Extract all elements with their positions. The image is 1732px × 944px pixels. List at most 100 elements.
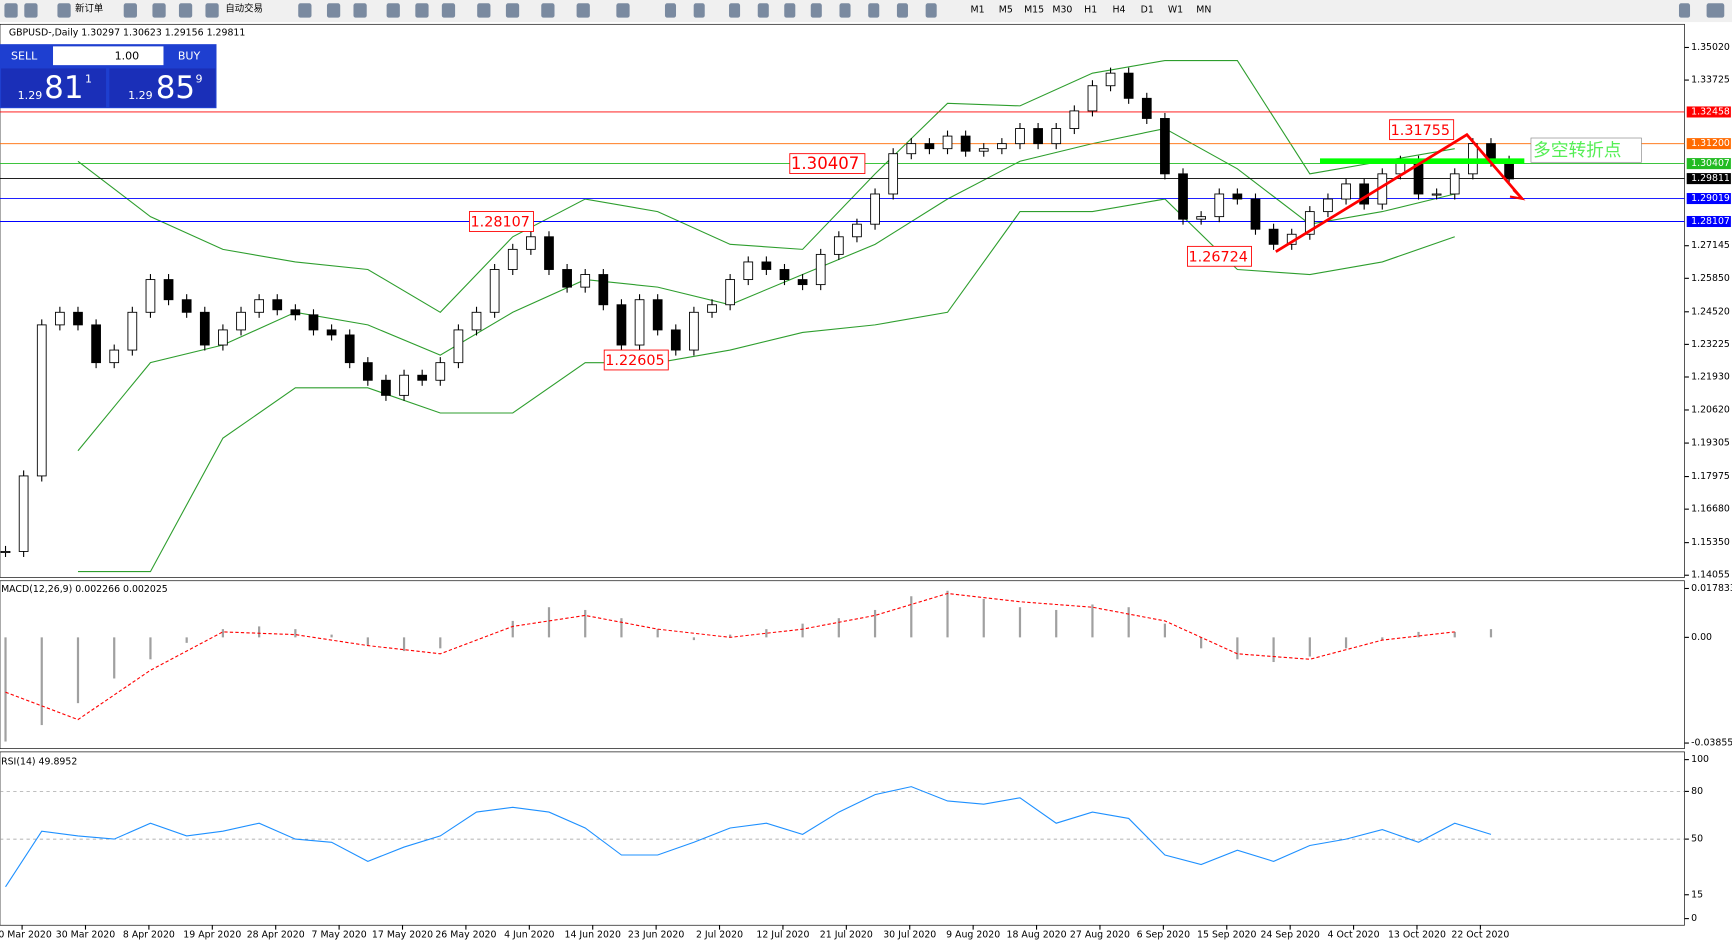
level-tag [1686,215,1731,228]
macd-bar [692,637,696,641]
y-tick-label: -0.038559 [1691,738,1732,749]
timeframe-button[interactable]: H1 [1084,4,1097,15]
bollinger-band [77,127,1455,452]
y-tick-label: 1.17975 [1691,471,1730,482]
macd-bar [620,618,623,638]
y-tick-label: 1.16680 [1691,504,1730,515]
candle-body [1160,118,1170,175]
timeframe-button[interactable]: M30 [1052,4,1072,15]
timeframe-button[interactable]: M1 [971,4,985,15]
candle-body [779,269,790,281]
macd-bar [1381,637,1384,641]
timeframe-button[interactable]: M5 [999,4,1013,15]
timeframe-button[interactable]: H4 [1112,4,1125,15]
main-frame [0,23,1685,578]
candle-body [1341,183,1351,200]
timeframe-button[interactable]: M15 [1024,4,1044,15]
x-tick-label: 4 Oct 2020 [1328,930,1380,941]
candle-body [381,379,391,396]
candle-body [707,304,717,313]
macd-bar [547,607,551,638]
macd-bar [910,596,913,638]
ask-big: 85 [156,70,195,106]
candle-body [0,551,11,553]
x-tick-label: 23 Jun 2020 [628,930,684,941]
y-tick-label: 1.19305 [1691,438,1730,449]
macd-bar [946,590,949,638]
lot-size[interactable]: 1.00 [115,49,140,62]
annotation: 1.31755 [1391,123,1450,139]
annotation-box [1186,245,1252,267]
candle-body [815,253,826,286]
candle-body [1069,110,1080,129]
annotation: 1.30407 [791,154,859,173]
x-tick-label: 30 Jul 2020 [883,930,936,941]
macd-bar [40,637,43,726]
macd-bar [1344,637,1348,649]
new-order-button[interactable]: 新订单 [75,2,103,14]
sell-button[interactable]: SELL [11,49,38,62]
y-tick-label: 1.15350 [1691,537,1730,548]
candle-body [218,329,228,346]
candle-body [960,135,971,152]
candle-body [833,236,844,255]
candle-body [308,314,319,331]
candle-body [743,261,754,281]
x-tick-label: 21 Jul 2020 [820,930,873,941]
candle-body [1304,211,1315,235]
timeframe-button[interactable]: W1 [1168,4,1183,15]
toolbar [0,0,1732,23]
macd-bar [258,626,261,638]
macd-bar [837,618,840,638]
candle-body [1033,128,1043,145]
ask-small: 9 [196,72,203,85]
candle-body [997,143,1007,150]
candle-body [924,143,935,150]
macd-bar [1453,631,1456,638]
candle-body [580,274,591,288]
x-tick-label: 8 Apr 2020 [123,930,175,941]
timeframe-button[interactable]: MN [1196,4,1211,15]
candle-body [670,329,681,351]
macd-bar [1163,623,1167,638]
x-tick-label: 15 Sep 2020 [1197,930,1256,941]
candle-body [725,279,735,306]
candle-body [453,329,464,364]
candle-body [91,324,101,364]
rsi-line [5,786,1492,888]
x-tick-label: 22 Oct 2020 [1451,930,1509,941]
auto-trading-button[interactable]: 自动交易 [225,2,263,14]
level-label: 1.29811 [1691,173,1730,184]
trend-lines [1275,132,1524,253]
candle-body [652,299,663,331]
macd-title: MACD(12,26,9) 0.002266 0.002025 [1,584,168,595]
candle-body [399,374,409,396]
candle-body [797,279,808,286]
candle-body [362,362,373,381]
x-tick-label: 28 Apr 2020 [247,930,305,941]
macd-bar [511,620,514,638]
x-tick-label: 4 Jun 2020 [504,930,554,941]
level-label: 1.32458 [1691,106,1730,117]
candle-body [1051,128,1062,145]
symbol-header: GBPUSD-,Daily 1.30297 1.30623 1.29156 1.… [9,28,246,39]
y-tick-label: 1.21930 [1691,371,1730,382]
x-tick-label: 2 Jul 2020 [696,930,743,941]
candle-body [1268,228,1279,245]
timeframe-button[interactable]: D1 [1141,4,1154,15]
macd-bar [1127,607,1130,638]
candle-body [1105,72,1116,87]
candle-body [616,304,627,346]
rsi-frame [0,751,1685,926]
level-tag [1686,193,1731,205]
y-tick-label: 1.14055 [1691,570,1730,581]
buy-button[interactable]: BUY [178,49,201,62]
macd-bar [76,637,80,704]
rsi-title: RSI(14) 49.8952 [1,756,77,767]
y-tick-label: 0.017833 [1691,583,1732,594]
macd-bar [402,637,406,652]
candle-body [888,153,899,195]
toolbar-icons [4,3,1725,18]
y-tick-label: 1.24520 [1691,306,1730,317]
